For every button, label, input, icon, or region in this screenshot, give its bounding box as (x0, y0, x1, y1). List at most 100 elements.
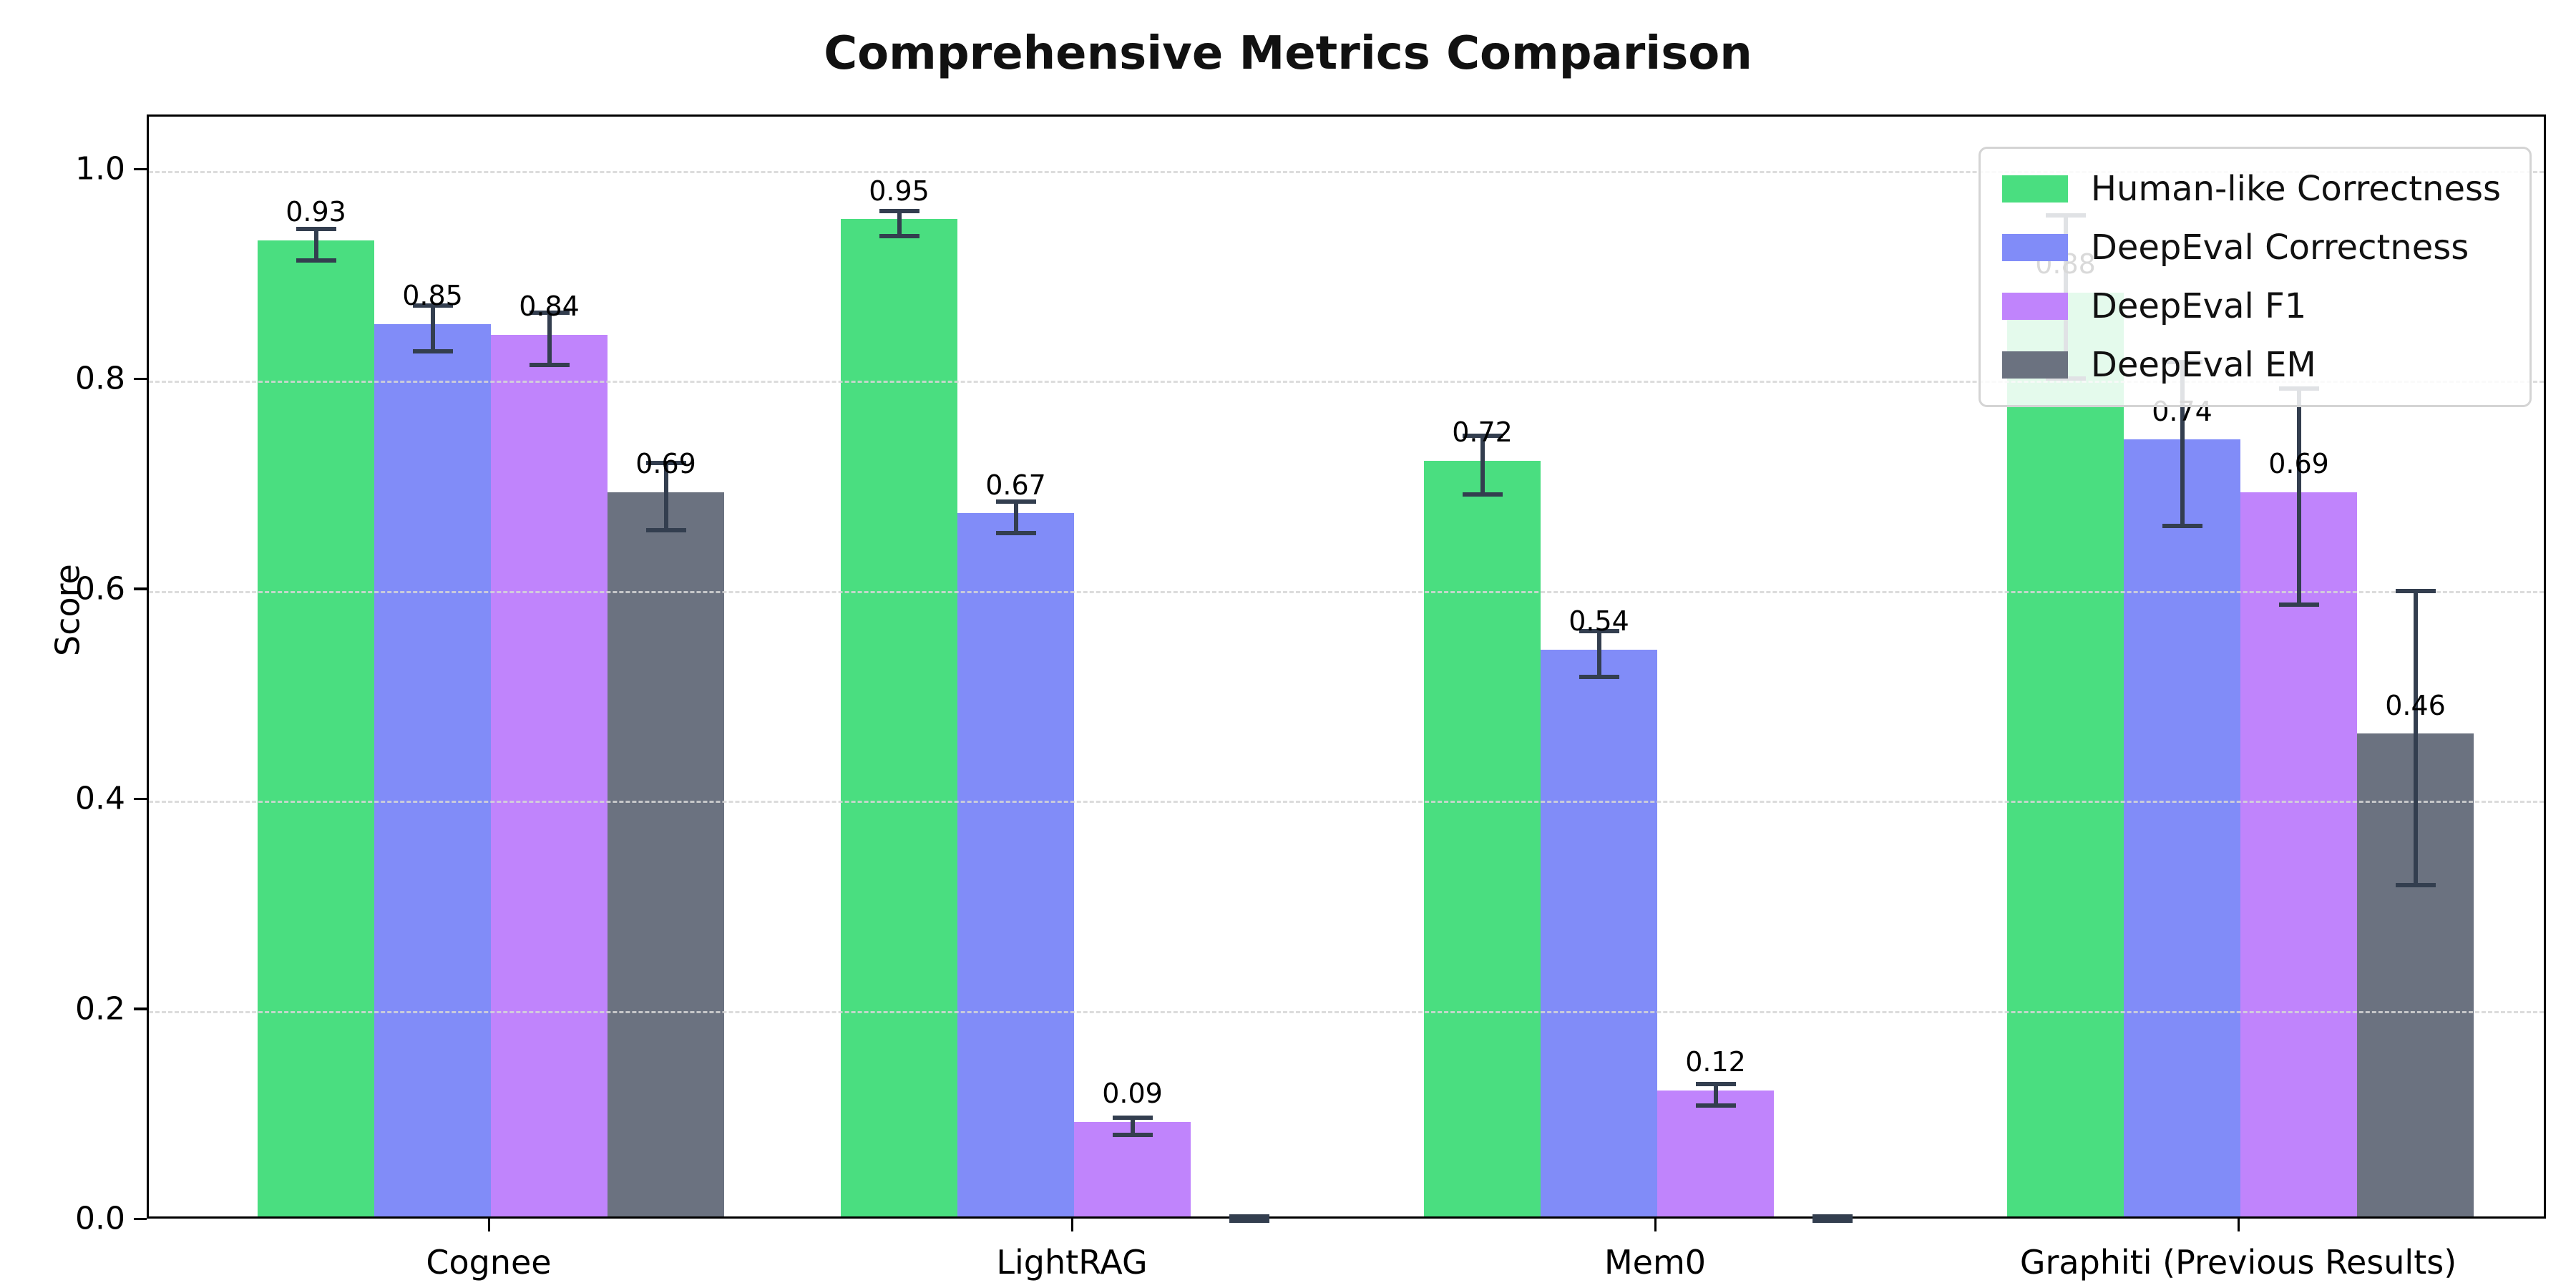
legend-swatch (2001, 234, 2068, 261)
error-bar-cap (2395, 882, 2436, 887)
bars-layer (149, 117, 2544, 1216)
x-tick-label: Mem0 (1604, 1243, 1707, 1282)
bar-value-label: 0.69 (2268, 448, 2329, 480)
gridline (149, 1010, 2544, 1013)
y-tick-label: 0.2 (75, 990, 125, 1028)
legend-item: Human-like Correctness (2001, 169, 2501, 209)
bar-value-label: 0.93 (286, 196, 346, 228)
bar (608, 492, 724, 1216)
y-tick-label: 0.0 (75, 1200, 125, 1237)
x-tick-mark (1070, 1219, 1073, 1231)
bar-value-label: 0.46 (2385, 689, 2446, 721)
y-tick-mark (134, 377, 147, 381)
error-bar-cap (2162, 523, 2202, 528)
legend-label: DeepEval F1 (2090, 286, 2307, 326)
error-bar-cap (879, 233, 919, 238)
error-bar-cap (1812, 1214, 1853, 1219)
legend-item: DeepEval F1 (2001, 286, 2501, 326)
y-tick-mark (134, 1217, 147, 1220)
bar-value-label: 0.54 (1568, 605, 1629, 638)
error-bar-cap (995, 499, 1036, 504)
x-tick-label: LightRAG (996, 1243, 1148, 1282)
y-tick-label: 1.0 (75, 150, 125, 187)
legend-item: DeepEval Correctness (2001, 228, 2501, 268)
error-bar-cap (412, 303, 453, 308)
legend-item: DeepEval EM (2001, 345, 2501, 385)
bar-value-label: 0.67 (985, 469, 1046, 501)
error-bar-cap (2395, 588, 2436, 593)
y-tick-mark (134, 1008, 147, 1010)
error-bar-cap (645, 527, 686, 532)
x-tick-label: Cognee (426, 1243, 552, 1282)
bar (374, 324, 491, 1216)
error-bar-cap (529, 363, 570, 368)
error-bar-cap (1229, 1214, 1269, 1219)
bar (2007, 293, 2124, 1216)
error-bar (663, 462, 668, 530)
error-bar (1130, 1118, 1135, 1135)
error-bars-layer (149, 117, 2544, 1223)
error-bar (547, 313, 552, 366)
y-tick-label: 0.6 (75, 570, 125, 608)
error-bar (897, 210, 902, 236)
bar (2240, 492, 2357, 1216)
bar (841, 219, 957, 1216)
gridline (149, 381, 2544, 384)
bar (2124, 439, 2240, 1216)
y-tick-label: 0.8 (75, 360, 125, 397)
x-tick-mark (1654, 1219, 1657, 1231)
error-bar-cap (412, 349, 453, 354)
legend-swatch (2001, 293, 2068, 320)
gridline (149, 171, 2544, 173)
error-bar-cap (2278, 602, 2319, 607)
gridline (149, 590, 2544, 593)
error-bar-cap (1462, 492, 1503, 497)
error-bar-cap (296, 226, 336, 231)
x-tick-label: Graphiti (Previous Results) (2019, 1243, 2457, 1282)
error-bar-cap (1695, 1103, 1736, 1108)
bar (258, 240, 374, 1216)
error-bar (1596, 630, 1601, 678)
bar-value-label: 0.12 (1685, 1046, 1746, 1078)
error-bar-cap (1229, 1219, 1269, 1223)
legend-label: Human-like Correctness (2090, 169, 2501, 209)
grid-layer (149, 117, 2544, 1216)
error-bar (1480, 435, 1485, 494)
error-bar (1013, 502, 1018, 534)
error-bar-cap (995, 531, 1036, 536)
legend-label: DeepEval Correctness (2090, 228, 2469, 268)
bar (1424, 460, 1541, 1216)
chart-title: Comprehensive Metrics Comparison (824, 27, 1752, 80)
legend: Human-like Correctness DeepEval Correctne… (1978, 147, 2532, 407)
error-bar-cap (1112, 1132, 1153, 1137)
error-bar-cap (1695, 1082, 1736, 1087)
y-tick-mark (134, 587, 147, 590)
error-bar-cap (1579, 675, 1619, 680)
error-bar (430, 305, 435, 352)
x-tick-mark (2237, 1219, 2240, 1231)
bar-value-label: 0.09 (1102, 1078, 1163, 1110)
bar (1657, 1090, 1774, 1216)
y-tick-mark (134, 797, 147, 801)
error-bar (2413, 590, 2418, 885)
bar-value-label: 0.69 (635, 448, 696, 480)
gridline (149, 801, 2544, 804)
legend-swatch (2001, 351, 2068, 379)
error-bar-cap (1812, 1219, 1853, 1223)
x-tick-mark (487, 1219, 490, 1231)
legend-label: DeepEval EM (2090, 345, 2316, 385)
error-bar (1713, 1084, 1718, 1106)
error-bar-cap (879, 208, 919, 213)
y-tick-label: 0.4 (75, 780, 125, 817)
error-bar-cap (1112, 1116, 1153, 1121)
bar-value-label: 0.85 (402, 280, 463, 312)
y-tick-mark (134, 167, 147, 170)
error-bar-cap (645, 460, 686, 465)
bar-value-label: 0.84 (519, 291, 580, 323)
legend-swatch (2001, 175, 2068, 203)
bar (1541, 649, 1657, 1216)
error-bar (313, 228, 318, 260)
error-bar-cap (1462, 433, 1503, 438)
error-bar-cap (529, 311, 570, 316)
